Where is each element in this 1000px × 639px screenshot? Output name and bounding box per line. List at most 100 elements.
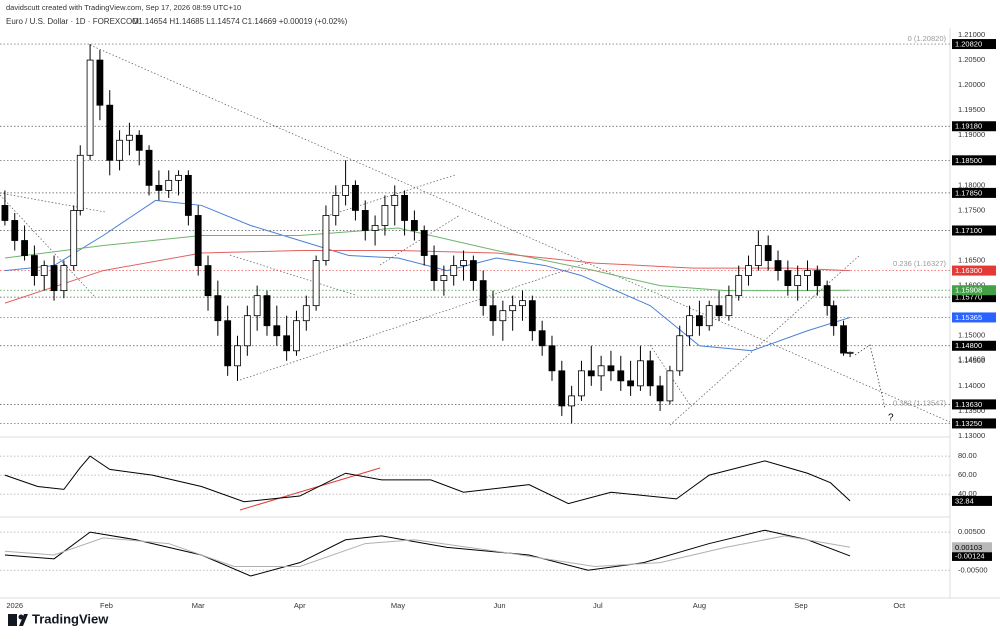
price-label: 1.14800 (955, 341, 982, 350)
candle-body (528, 300, 536, 332)
ohlc: O1.14654 H1.14685 L1.14574 C1.14669 +0.0… (132, 17, 348, 26)
x-tick-label: Feb (100, 601, 113, 610)
candle-body (410, 220, 418, 231)
price-label-box (952, 121, 996, 132)
value-label-box (952, 550, 992, 561)
y-tick-label: 60.00 (958, 470, 977, 479)
candle-body (637, 360, 644, 387)
x-tick-label: Aug (693, 601, 706, 610)
candle-body (686, 315, 693, 337)
candle-body (312, 260, 320, 307)
value-label: -0.00124 (955, 551, 985, 560)
price-label-box (952, 187, 996, 198)
candle-body (293, 320, 300, 352)
candle-body (243, 315, 251, 347)
candle-body (273, 325, 281, 337)
candle-body (695, 315, 703, 327)
candle-body (764, 245, 772, 261)
candle-body (175, 174, 182, 181)
y-tick-label: 1.14500 (958, 356, 985, 365)
candle-body (70, 210, 78, 266)
candle-body (735, 275, 743, 297)
candle-body (40, 265, 48, 276)
price-label: 1.15908 (955, 286, 982, 295)
price-label-box (952, 285, 996, 296)
candle-body (21, 240, 28, 256)
price-label-box (952, 155, 996, 166)
price-label-box (952, 292, 996, 303)
candle-body (253, 295, 261, 317)
line (4, 227, 851, 292)
candle-body (263, 295, 271, 327)
candle-body (656, 385, 664, 402)
candle-body (332, 195, 340, 216)
logo (8, 614, 28, 626)
candle-body (430, 255, 438, 282)
candle-body (11, 220, 19, 241)
candle-body (804, 270, 811, 276)
candle-body (371, 225, 379, 231)
x-tick-label: Sep (794, 601, 807, 610)
candle-body (754, 245, 762, 266)
candle-body (450, 265, 458, 276)
price-label: 1.20820 (955, 40, 982, 49)
candle-body (204, 265, 212, 297)
price-label: 1.13250 (955, 419, 982, 428)
candle-body (840, 325, 847, 354)
x-tick-label: May (391, 601, 405, 610)
y-tick-label: 1.18000 (958, 180, 985, 189)
candle-body (184, 174, 192, 216)
candle-body (214, 295, 222, 322)
candle-body (846, 351, 854, 354)
candle-body (794, 275, 802, 287)
fib-label: 0.382 (1.13547) (893, 399, 946, 408)
price-label-box (952, 340, 996, 351)
y-tick-label: 80.00 (958, 451, 977, 460)
price-label-box (952, 39, 996, 50)
candle-body (830, 305, 838, 327)
price-label: 1.15770 (955, 293, 982, 302)
x-tick-label: Apr (294, 601, 306, 610)
x-tick-label: Jul (593, 601, 603, 610)
candle-body (578, 370, 585, 397)
candle-body (479, 280, 487, 307)
candle-body (676, 335, 684, 372)
candle-body (106, 104, 114, 161)
price-label-box (952, 312, 996, 323)
candle-body (558, 370, 566, 407)
candle-body (420, 230, 428, 256)
y-tick-label: 1.17500 (958, 205, 985, 214)
candle-body (401, 195, 408, 221)
candle-body (322, 215, 330, 261)
candle-body (745, 265, 752, 276)
last-price-label: 1.14669 (958, 354, 985, 363)
candle-body (774, 260, 782, 271)
candle-body (499, 310, 507, 322)
value-label: 0.00103 (955, 543, 982, 552)
candle-body (302, 305, 310, 322)
candle-body (705, 305, 713, 327)
candle-body (813, 270, 821, 287)
y-tick-label: 1.13500 (958, 406, 985, 415)
candle-body (666, 370, 674, 402)
candle-body (50, 265, 58, 292)
candle-body (116, 139, 123, 161)
y-tick-label: 1.15000 (958, 331, 985, 340)
fib-label: 0 (1.20820) (908, 34, 947, 43)
candle-body (617, 370, 625, 382)
price-label: 1.16300 (955, 266, 982, 275)
candle-body (784, 270, 792, 287)
candle-body (60, 265, 68, 292)
x-tick-label: Mar (192, 601, 205, 610)
price-label-box (952, 225, 996, 236)
y-tick-label: 1.13000 (958, 431, 985, 440)
candle-body (568, 395, 576, 407)
line (4, 455, 851, 505)
candle-body (440, 275, 448, 282)
brand: TradingView (32, 611, 109, 626)
candle-body (30, 255, 38, 276)
price-label: 1.18500 (955, 156, 982, 165)
candle-body (489, 305, 497, 322)
candle-body (469, 260, 477, 282)
